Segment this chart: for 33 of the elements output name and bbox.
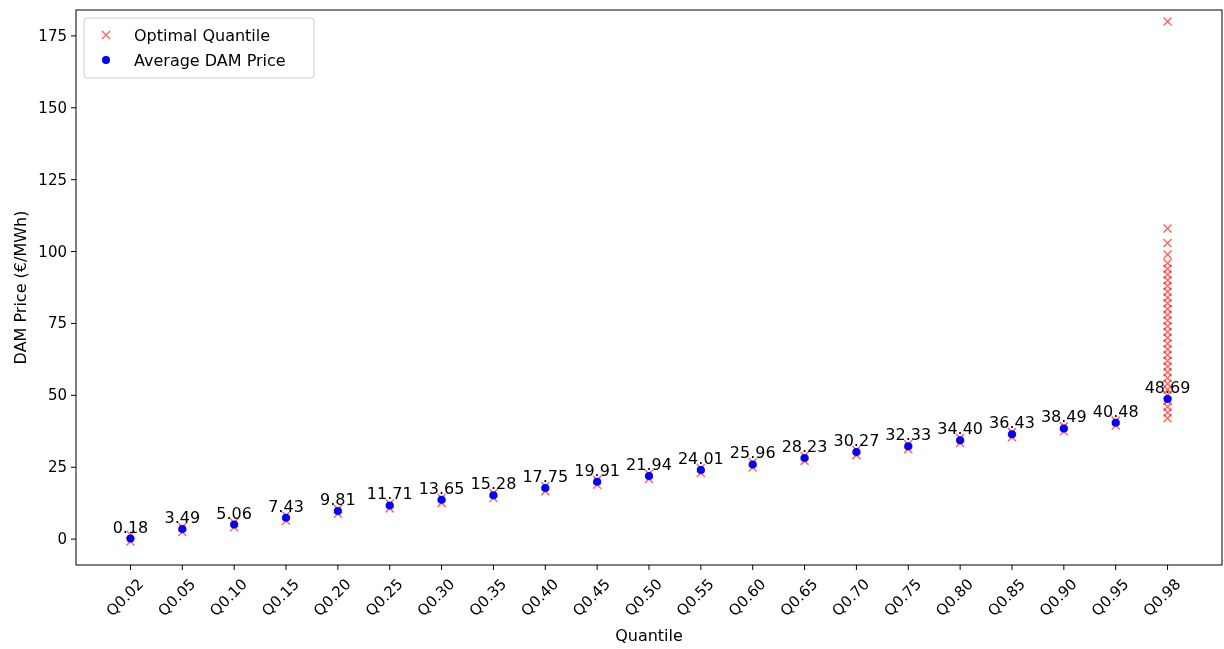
data-label: 9.81 xyxy=(320,489,356,509)
y-tick-label: 0 xyxy=(57,530,67,549)
legend-label: Average DAM Price xyxy=(134,51,286,70)
y-tick-label: 50 xyxy=(47,386,67,405)
y-tick-label: 25 xyxy=(47,458,67,477)
x-axis-title: Quantile xyxy=(615,626,683,645)
data-label: 3.49 xyxy=(164,508,201,528)
point xyxy=(126,534,135,543)
y-tick-label: 125 xyxy=(38,170,67,189)
data-label: 7.43 xyxy=(268,496,304,516)
y-tick-label: 100 xyxy=(38,242,67,261)
data-label: 34.40 xyxy=(937,419,984,439)
y-tick-label: 75 xyxy=(47,314,67,333)
data-label: 38.49 xyxy=(1040,407,1087,427)
data-label: 13.65 xyxy=(418,478,465,498)
data-label: 36.43 xyxy=(989,413,1035,433)
data-label: 24.01 xyxy=(677,449,724,469)
y-tick-label: 150 xyxy=(38,98,67,117)
legend-label: Optimal Quantile xyxy=(134,26,271,45)
data-label: 11.71 xyxy=(366,484,413,504)
data-label: 19.91 xyxy=(574,460,621,480)
data-label: 5.06 xyxy=(216,503,252,523)
data-label: 30.27 xyxy=(833,431,880,451)
data-label: 25.96 xyxy=(729,443,776,463)
data-label: 40.48 xyxy=(1092,401,1139,421)
data-label: 21.94 xyxy=(626,455,672,475)
data-label: 17.75 xyxy=(522,467,569,487)
y-tick-label: 175 xyxy=(38,26,67,45)
data-label: 0.18 xyxy=(112,517,149,537)
data-label: 15.28 xyxy=(470,474,517,494)
data-label: 28.23 xyxy=(781,436,828,456)
y-axis-title: DAM Price (€/MWh) xyxy=(11,210,30,365)
data-label: 32.33 xyxy=(885,425,932,445)
